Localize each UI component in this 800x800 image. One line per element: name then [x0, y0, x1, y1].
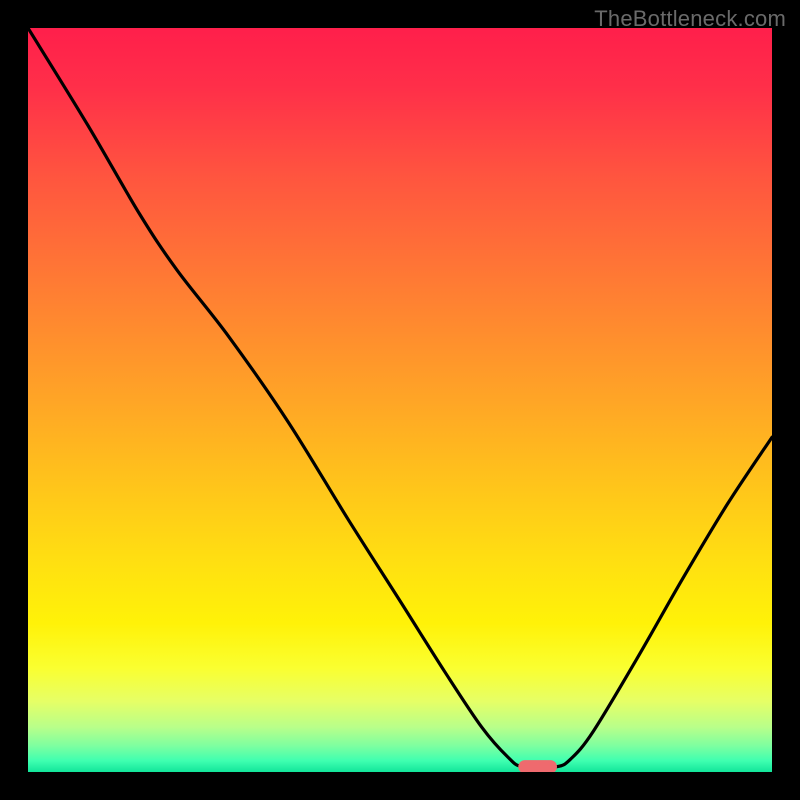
- chart-svg: [28, 28, 772, 772]
- gradient-background: [28, 28, 772, 772]
- chart-frame: TheBottleneck.com: [0, 0, 800, 800]
- watermark-text: TheBottleneck.com: [594, 6, 786, 32]
- plot-area: [28, 28, 772, 772]
- optimum-marker: [518, 760, 557, 772]
